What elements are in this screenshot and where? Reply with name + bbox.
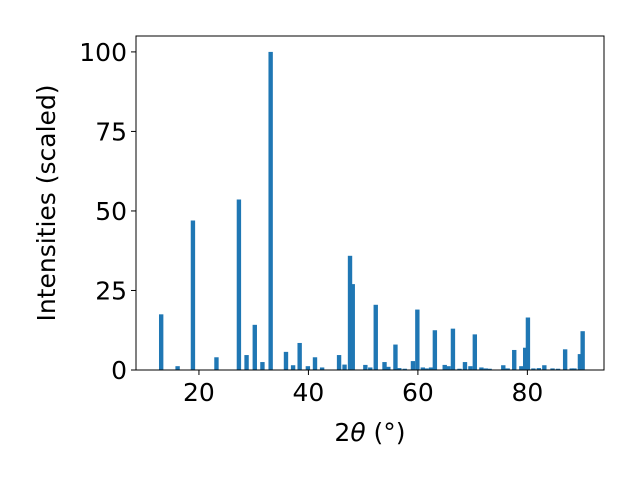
bar bbox=[577, 354, 583, 370]
bar bbox=[297, 342, 302, 370]
y-tick-label: 25 bbox=[95, 276, 127, 305]
bar bbox=[483, 368, 488, 370]
bar bbox=[402, 368, 407, 370]
plot-frame bbox=[135, 35, 605, 371]
bar bbox=[572, 368, 577, 370]
x-tick-label: 60 bbox=[402, 378, 434, 407]
bar bbox=[420, 367, 426, 370]
bar bbox=[487, 368, 492, 370]
bar bbox=[542, 365, 547, 370]
bar bbox=[501, 365, 506, 370]
bar bbox=[562, 349, 568, 370]
bar bbox=[468, 366, 473, 370]
bar bbox=[382, 362, 387, 370]
bar bbox=[580, 331, 585, 370]
bar bbox=[190, 220, 196, 370]
bar bbox=[457, 368, 462, 370]
bar bbox=[442, 364, 447, 370]
x-tick-label: 40 bbox=[293, 378, 325, 407]
y-ticks-group: 0 25 50 75 100 bbox=[79, 38, 136, 385]
x-axis-label: 2θ (°) bbox=[334, 418, 405, 447]
bar bbox=[536, 368, 542, 370]
bar bbox=[479, 367, 484, 370]
bar bbox=[531, 368, 536, 370]
bar bbox=[319, 367, 325, 370]
y-tick-label: 0 bbox=[111, 356, 127, 385]
bar bbox=[505, 368, 510, 370]
bar bbox=[555, 368, 561, 370]
bar bbox=[550, 368, 555, 370]
bar bbox=[386, 366, 391, 370]
bar bbox=[342, 364, 347, 370]
bar bbox=[347, 255, 353, 370]
x-axis-label-prefix: 2 bbox=[334, 418, 350, 447]
plot-area bbox=[136, 36, 604, 370]
y-tick-label: 75 bbox=[95, 117, 127, 146]
bar bbox=[373, 304, 378, 370]
bar bbox=[424, 368, 429, 370]
bar bbox=[236, 199, 242, 370]
y-tick-label: 50 bbox=[95, 197, 127, 226]
y-tick-label: 100 bbox=[79, 38, 127, 67]
bar bbox=[268, 51, 273, 371]
bar bbox=[415, 309, 420, 370]
x-tick-label: 20 bbox=[183, 378, 215, 407]
bar bbox=[312, 357, 318, 370]
bar bbox=[462, 362, 468, 370]
bar bbox=[336, 355, 342, 370]
bar bbox=[512, 349, 517, 370]
bar bbox=[244, 355, 249, 370]
x-axis-label-unit: (°) bbox=[366, 418, 406, 447]
x-axis-label-symbol: θ bbox=[350, 418, 365, 447]
bar bbox=[569, 368, 574, 370]
bar bbox=[397, 368, 402, 370]
bar bbox=[260, 362, 265, 370]
bar bbox=[214, 357, 219, 370]
bar bbox=[350, 284, 355, 370]
bar bbox=[410, 361, 416, 370]
bar bbox=[522, 347, 528, 370]
bar bbox=[446, 366, 451, 370]
bar bbox=[363, 364, 368, 370]
bar bbox=[450, 328, 456, 370]
bar bbox=[393, 344, 398, 370]
bar bbox=[175, 366, 180, 370]
x-tick-label: 80 bbox=[511, 378, 543, 407]
bar bbox=[305, 366, 311, 370]
bar bbox=[283, 351, 289, 370]
bar bbox=[525, 317, 531, 370]
bar bbox=[368, 367, 373, 370]
bar bbox=[428, 367, 434, 370]
bars-group bbox=[158, 51, 585, 371]
bar bbox=[432, 330, 438, 370]
bar bbox=[472, 334, 478, 370]
bar bbox=[252, 324, 257, 370]
bar bbox=[158, 314, 164, 370]
bar bbox=[290, 365, 296, 370]
y-axis-label: Intensities (scaled) bbox=[32, 84, 61, 321]
bar bbox=[519, 366, 524, 370]
x-ticks-group: 20 40 60 80 bbox=[183, 370, 543, 407]
